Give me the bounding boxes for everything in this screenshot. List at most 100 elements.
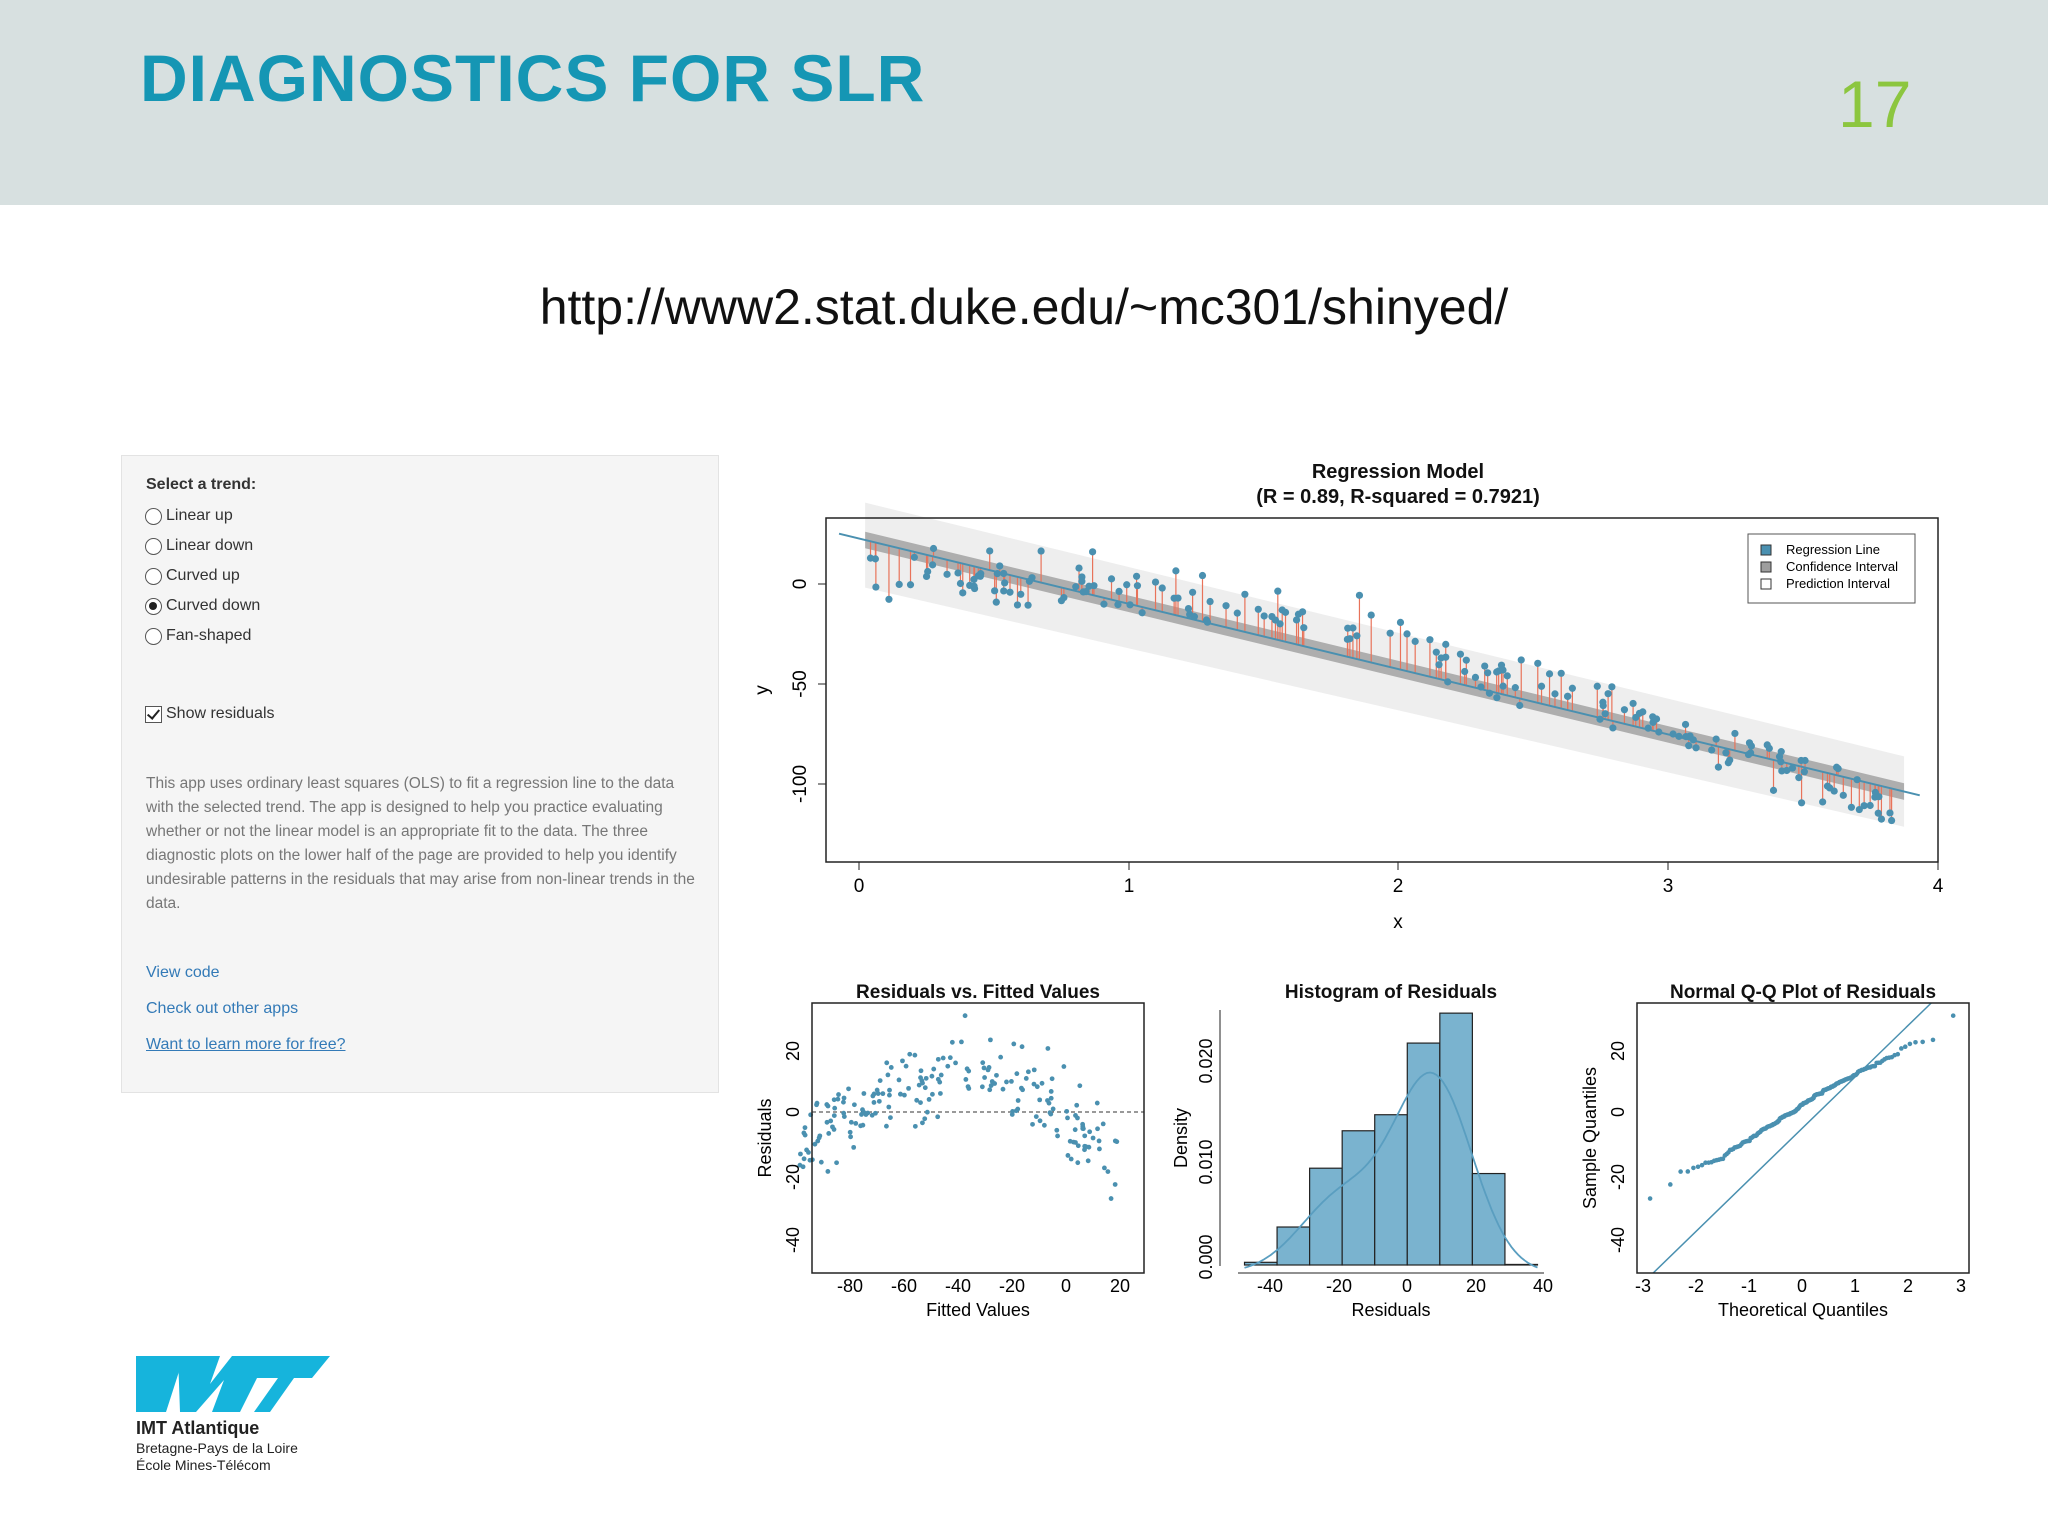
- rvf-x-axis: -80 -60 -40 -20 0 20 Fitted Values: [837, 1276, 1130, 1320]
- data-point: [1298, 608, 1307, 616]
- residuals-vs-fitted-plot: Residuals vs. Fitted Values -80 -60 -40 …: [755, 982, 1145, 1320]
- rvf-point: [1033, 1114, 1039, 1119]
- rvf-point: [841, 1110, 847, 1116]
- data-point: [1823, 782, 1832, 790]
- rvf-point: [959, 1039, 964, 1045]
- data-point: [1126, 601, 1134, 609]
- rvf-point: [912, 1052, 918, 1058]
- data-point: [1471, 673, 1480, 681]
- data-point: [1300, 624, 1308, 632]
- rvf-points: [797, 1013, 1120, 1201]
- qq-point: [1907, 1041, 1913, 1047]
- data-point: [1609, 724, 1617, 732]
- rvf-point: [1054, 1127, 1060, 1133]
- y-axis-label: Density: [1171, 1108, 1191, 1168]
- learn-more-link[interactable]: Want to learn more for free?: [146, 1036, 346, 1053]
- hist-bar: [1406, 1042, 1441, 1266]
- data-point: [1426, 636, 1434, 644]
- rvf-point: [798, 1151, 803, 1157]
- rvf-point: [831, 1097, 837, 1103]
- rvf-point: [924, 1109, 930, 1115]
- view-code-link[interactable]: View code: [146, 964, 220, 981]
- rvf-point: [922, 1085, 928, 1091]
- qq-x-axis: -3 -2 -1 0 1 2 3 Theoretical Quantiles: [1635, 1276, 1966, 1320]
- data-point: [1886, 809, 1894, 817]
- x-tick-label: 20: [1466, 1276, 1486, 1296]
- hist-title: Histogram of Residuals: [1285, 982, 1497, 1003]
- rvf-point: [884, 1060, 890, 1066]
- data-point: [1184, 605, 1193, 613]
- slide-header: DIAGNOSTICS FOR SLR 17: [0, 0, 2048, 205]
- y-tick-label: 0: [790, 579, 811, 590]
- data-point: [1396, 618, 1405, 627]
- rvf-point: [922, 1116, 928, 1122]
- radio-button[interactable]: [145, 507, 162, 525]
- x-tick-label: 2: [1903, 1276, 1913, 1296]
- rvf-point: [860, 1107, 865, 1113]
- rvf-point: [846, 1086, 851, 1092]
- hist-bar: [1341, 1130, 1376, 1266]
- logo-shape: [254, 1356, 330, 1412]
- data-point: [1278, 606, 1286, 614]
- rvf-point: [1090, 1135, 1096, 1141]
- data-point: [1107, 575, 1116, 583]
- data-point: [1189, 588, 1197, 596]
- rvf-point: [1064, 1108, 1070, 1114]
- data-point: [1133, 582, 1142, 590]
- radio-button[interactable]: [145, 597, 162, 615]
- rvf-point: [1048, 1111, 1054, 1117]
- radio-button[interactable]: [145, 567, 162, 585]
- rvf-point: [906, 1085, 911, 1091]
- radio-button[interactable]: [145, 627, 162, 645]
- data-point: [1260, 612, 1268, 620]
- radio-button[interactable]: [145, 537, 162, 555]
- radio-curved-down[interactable]: Curved down: [145, 595, 260, 617]
- data-point: [1747, 749, 1755, 757]
- radio-label: Linear up: [166, 507, 233, 524]
- rvf-point: [1097, 1146, 1102, 1152]
- hist-bars: [1243, 1012, 1539, 1266]
- rvf-point: [851, 1102, 857, 1108]
- qq-point: [1950, 1013, 1956, 1018]
- data-point: [1655, 728, 1663, 736]
- rvf-point: [923, 1075, 929, 1081]
- other-apps-link[interactable]: Check out other apps: [146, 1000, 299, 1017]
- radio-linear-up[interactable]: Linear up: [145, 505, 233, 527]
- checkbox[interactable]: [145, 705, 162, 723]
- data-point: [1432, 648, 1440, 656]
- hist-x-axis: -40 -20 0 20 40 Residuals: [1257, 1276, 1553, 1320]
- data-point: [1629, 699, 1637, 708]
- data-point: [1158, 584, 1166, 592]
- rvf-point: [947, 1055, 953, 1061]
- rvf-point: [918, 1068, 924, 1074]
- data-point: [1274, 587, 1282, 595]
- data-point: [1355, 591, 1364, 599]
- data-point: [1222, 602, 1230, 610]
- rvf-point: [886, 1104, 892, 1110]
- data-point: [1888, 816, 1896, 825]
- qq-point: [1695, 1164, 1701, 1170]
- rvf-point: [1071, 1139, 1076, 1145]
- rvf-point: [1112, 1138, 1118, 1144]
- hist-bar: [1374, 1114, 1408, 1266]
- rvf-point: [888, 1065, 894, 1070]
- data-point: [1644, 724, 1652, 732]
- x-axis-label: Residuals: [1351, 1300, 1430, 1320]
- show-residuals-checkbox[interactable]: Show residuals: [145, 703, 275, 725]
- radio-curved-up[interactable]: Curved up: [145, 565, 240, 587]
- data-point: [1692, 744, 1700, 752]
- rvf-point: [825, 1103, 831, 1109]
- rvf-point: [817, 1133, 823, 1139]
- data-point: [1649, 713, 1657, 721]
- rvf-point: [853, 1120, 859, 1126]
- rvf-point: [1009, 1112, 1015, 1117]
- data-point: [1132, 572, 1141, 580]
- rvf-point: [1041, 1122, 1047, 1128]
- rvf-point: [1015, 1098, 1021, 1103]
- qq-reference-line: [1652, 1002, 1932, 1274]
- data-point: [1437, 654, 1445, 662]
- radio-fan-shaped[interactable]: Fan-shaped: [145, 625, 251, 647]
- data-point: [1635, 709, 1644, 717]
- radio-linear-down[interactable]: Linear down: [145, 535, 253, 557]
- data-point: [1138, 609, 1146, 617]
